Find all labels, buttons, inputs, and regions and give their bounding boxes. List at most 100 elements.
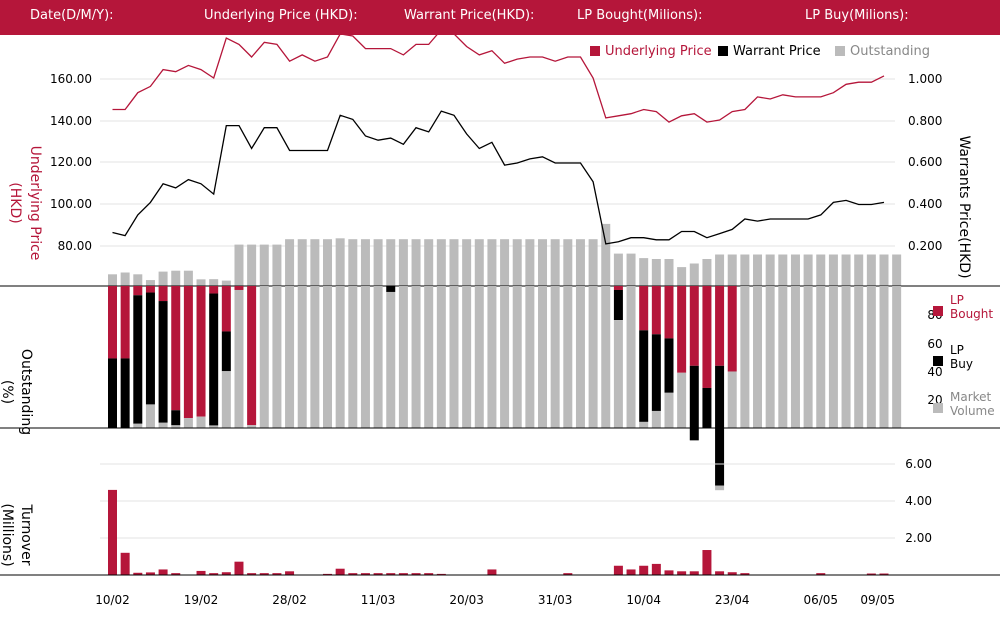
- outstanding-bar: [272, 244, 282, 286]
- outstanding-bar: [753, 254, 763, 286]
- y-tick-label-right: 0.800: [908, 114, 942, 128]
- outstanding-bar: [474, 239, 484, 286]
- outstanding-bar: [259, 244, 269, 286]
- market-volume-bar: [436, 286, 446, 428]
- turnover-bar: [563, 573, 573, 575]
- market-volume-bar: [272, 286, 282, 428]
- lp-bought-bar: [689, 286, 699, 366]
- x-tick-label: 10/02: [95, 593, 130, 607]
- market-volume-bar: [538, 286, 548, 428]
- y-tick-label-mid: 40: [927, 365, 942, 379]
- outstanding-bar: [715, 254, 725, 286]
- market-volume-bar: [449, 286, 459, 428]
- outstanding-bar: [854, 254, 864, 286]
- market-volume-bar: [790, 286, 800, 428]
- outstanding-bar: [588, 239, 598, 286]
- outstanding-bar: [841, 254, 851, 286]
- y-tick-label-left: 140.00: [50, 114, 92, 128]
- turnover-bar: [424, 573, 434, 575]
- lp-bought-bar: [209, 286, 219, 294]
- market-volume-bar: [145, 404, 155, 428]
- turnover-bar: [209, 573, 219, 575]
- turnover-bar: [639, 565, 649, 575]
- y-tick-label-left: 80.00: [58, 239, 92, 253]
- legend-label-mid: Bought: [950, 307, 993, 321]
- legend-label: Outstanding: [850, 44, 930, 59]
- market-volume-bar: [183, 418, 193, 428]
- outstanding-bar: [209, 279, 219, 286]
- market-volume-bar: [398, 286, 408, 428]
- outstanding-bar: [171, 270, 181, 286]
- outstanding-bar: [158, 271, 168, 286]
- x-tick-label: 06/05: [803, 593, 838, 607]
- outstanding-bar: [512, 239, 522, 286]
- market-volume-bar: [411, 286, 421, 428]
- market-volume-bar: [803, 286, 813, 428]
- outstanding-bar: [538, 239, 548, 286]
- lp-buy-bar: [221, 331, 231, 372]
- outstanding-bar: [145, 280, 155, 286]
- lp-bought-bar: [120, 286, 130, 359]
- legend-label-mid: LP: [950, 293, 964, 307]
- lp-buy-bar: [715, 365, 725, 486]
- market-volume-bar: [778, 286, 788, 428]
- outstanding-bar: [462, 239, 472, 286]
- market-volume-bar: [664, 392, 674, 428]
- outstanding-bar: [285, 239, 295, 286]
- lp-buy-bar: [158, 301, 168, 423]
- turnover-bar: [702, 550, 712, 575]
- turnover-bar: [664, 570, 674, 575]
- market-volume-bar: [424, 286, 434, 428]
- market-volume-bar: [171, 425, 181, 429]
- x-tick-label: 28/02: [272, 593, 307, 607]
- market-volume-bar: [715, 485, 725, 491]
- outstanding-bar: [373, 239, 383, 286]
- market-volume-bar: [626, 286, 636, 428]
- outstanding-bar: [500, 239, 510, 286]
- market-volume-bar: [525, 286, 535, 428]
- turnover-bar: [145, 572, 155, 575]
- y-axis-title-right: Warrants Price(HKD): [956, 135, 972, 278]
- turnover-bar: [360, 573, 370, 575]
- lp-bought-bar: [108, 286, 117, 359]
- turnover-bar: [613, 565, 623, 575]
- y-tick-label-bottom: 4.00: [905, 494, 932, 508]
- market-volume-bar: [360, 286, 370, 428]
- turnover-bar: [120, 552, 130, 575]
- lp-bought-bar: [715, 286, 725, 366]
- market-volume-bar: [753, 286, 763, 428]
- legend-label-mid: Market: [950, 390, 992, 404]
- turnover-bar: [740, 573, 750, 575]
- outstanding-bar: [449, 239, 459, 286]
- market-volume-bar: [854, 286, 864, 428]
- legend-swatch-mid: [933, 403, 943, 413]
- y-tick-label-right: 0.200: [908, 239, 942, 253]
- x-tick-label: 11/03: [361, 593, 396, 607]
- turnover-bar: [436, 573, 446, 575]
- x-tick-label: 23/04: [715, 593, 750, 607]
- lp-buy-bar: [209, 293, 219, 426]
- market-volume-bar: [209, 425, 219, 428]
- market-volume-bar: [487, 286, 497, 428]
- market-volume-bar: [879, 286, 889, 428]
- turnover-bar: [816, 573, 826, 575]
- turnover-bar: [487, 569, 497, 575]
- lp-bought-bar: [664, 286, 674, 339]
- outstanding-bar: [221, 280, 231, 286]
- turnover-bar: [715, 571, 725, 575]
- turnover-bar: [196, 570, 206, 575]
- y-tick-label-right: 0.600: [908, 155, 942, 169]
- market-volume-bar: [234, 289, 244, 428]
- chart-canvas: 160.00 1.000 140.00 0.800 120.00 0.600 100.00 0…: [0, 35, 1000, 607]
- lp-buy-bar: [108, 358, 117, 428]
- turnover-bar: [133, 572, 143, 575]
- turnover-bar: [348, 573, 358, 575]
- lp-bought-bar: [133, 286, 143, 296]
- market-volume-bar: [335, 286, 345, 428]
- turnover-bar: [234, 561, 244, 575]
- turnover-bar: [285, 571, 295, 575]
- market-volume-bar: [601, 286, 611, 428]
- outstanding-bar: [778, 254, 788, 286]
- market-volume-bar: [323, 286, 333, 428]
- turnover-bar: [626, 569, 636, 575]
